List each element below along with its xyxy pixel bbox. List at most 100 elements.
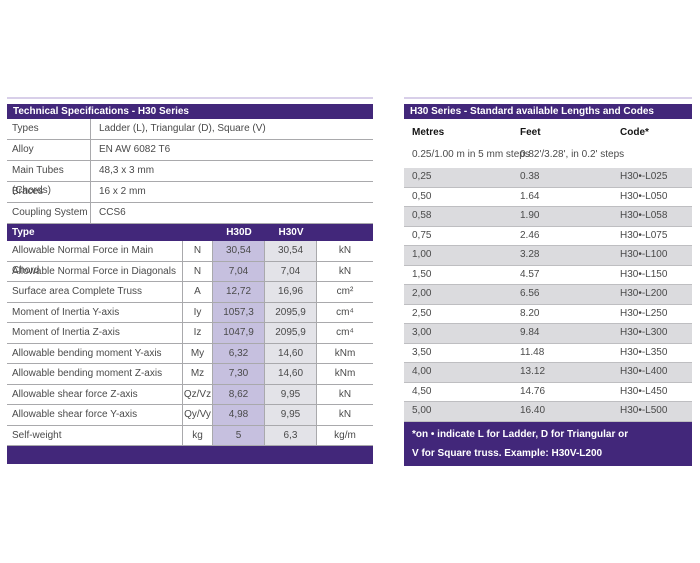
property-label: Allowable bending moment Y-axis — [7, 343, 183, 363]
spec-row-alloy: Alloy EN AW 6082 T6 — [7, 140, 373, 161]
table-row: 0,50 1.64 H30•-L050 — [404, 188, 692, 207]
spec-label: Braces — [7, 182, 91, 202]
h30v-value-cell: 14,60 — [265, 343, 317, 363]
unit-cell: kN — [338, 245, 352, 256]
table-row: 3,00 9.84 H30•-L300 — [404, 324, 692, 344]
property-label: Moment of Inertia Y-axis — [7, 302, 183, 322]
h30v-value-cell: 2095,9 — [265, 302, 317, 322]
unit-cell: kNm — [334, 347, 356, 359]
left-table-footer-bar — [7, 446, 373, 464]
unit-cell: kN — [338, 388, 352, 400]
h30v-value-cell: 9,95 — [265, 405, 317, 425]
feet-value: 4.57 — [520, 268, 540, 280]
h30d-value-cell: 30,54 — [213, 241, 265, 261]
h30v-value-cell: 6,3 — [265, 425, 317, 445]
spec-value: EN AW 6082 T6 — [99, 144, 171, 155]
feet-value: 0.38 — [520, 171, 540, 182]
h30d-value-cell: 1047,9 — [213, 323, 265, 343]
table-row: 1,00 3.28 H30•-L100 — [404, 246, 692, 266]
code-value: H30•-L250 — [620, 307, 668, 319]
table-row: 1,50 4.57 H30•-L150 — [404, 266, 692, 285]
metres-value: 1,00 — [412, 249, 432, 260]
unit-cell: kNm — [334, 368, 356, 379]
table-row: Allowable Normal Force in Main Chord N 3… — [7, 241, 373, 276]
code-column-header: Code* — [620, 127, 649, 138]
lengths-and-codes-table: H30 Series - Standard available Lengths … — [404, 97, 692, 466]
table-row: Allowable bending moment Z-axis Mz 7,30 … — [7, 364, 373, 385]
unit-cell: cm⁴ — [336, 327, 354, 338]
table-row: 3,50 11.48 H30•-L350 — [404, 344, 692, 363]
spec-label: Types — [7, 119, 91, 139]
table-row: Moment of Inertia Y-axis Iy 1057,3 2095,… — [7, 302, 373, 323]
feet-value: 3.28 — [520, 249, 540, 260]
type-column-header: Type — [12, 227, 35, 238]
spec-value: CCS6 — [99, 207, 126, 218]
table-row: Self-weight kg 5 6,3 kg/m — [7, 425, 373, 446]
spec-label: Coupling System — [7, 203, 91, 223]
h30v-value-cell: 9,95 — [265, 384, 317, 404]
symbol-cell: N — [183, 261, 213, 281]
symbol-cell: kg — [183, 425, 213, 445]
code-footnote: *on • indicate L for Ladder, D for Trian… — [404, 421, 692, 466]
code-value: H30•-L025 — [620, 171, 668, 182]
unit-cell: cm² — [336, 286, 354, 297]
h30d-value-cell: 8,62 — [213, 384, 265, 404]
metres-value: 2,50 — [412, 307, 432, 319]
footnote-line-2: V for Square truss. Example: H30V-L200 — [412, 447, 603, 459]
column-header-row: Metres Feet Code* — [404, 119, 692, 145]
table-row: Allowable bending moment Y-axis My 6,32 … — [7, 343, 373, 364]
table-top-rule — [404, 97, 692, 99]
code-value: H30•-L100 — [620, 249, 668, 260]
unit-cell: kg/m — [334, 429, 356, 441]
symbol-cell: A — [183, 282, 213, 302]
table-row: 4,50 14.76 H30•-L450 — [404, 383, 692, 402]
property-label: Allowable bending moment Z-axis — [7, 364, 183, 384]
metres-value: 3,50 — [412, 346, 432, 358]
code-value: H30•-L300 — [620, 327, 668, 338]
h30d-value-cell: 5 — [213, 425, 265, 445]
spec-row-coupling-system: Coupling System CCS6 — [7, 203, 373, 224]
feet-value: 1.64 — [520, 190, 540, 202]
matrix-header-row: Type H30D H30V — [7, 224, 373, 241]
h30d-value-cell: 7,04 — [213, 261, 265, 281]
h30d-value-cell: 4,98 — [213, 405, 265, 425]
code-value: H30•-L400 — [620, 366, 668, 377]
spec-row-types: Types Ladder (L), Triangular (D), Square… — [7, 119, 373, 140]
table-row: 5,00 16.40 H30•-L500 — [404, 402, 692, 422]
code-value: H30•-L450 — [620, 385, 668, 397]
table-row: 0,75 2.46 H30•-L075 — [404, 227, 692, 246]
code-value: H30•-L200 — [620, 288, 668, 299]
table-top-rule — [7, 97, 373, 99]
symbol-cell: My — [183, 343, 213, 363]
footnote-line-1: *on • indicate L for Ladder, D for Trian… — [412, 428, 629, 440]
property-label: Moment of Inertia Z-axis — [7, 323, 183, 343]
table-row: Allowable shear force Y-axis Qy/Vy 4,98 … — [7, 405, 373, 426]
unit-cell: kN — [338, 409, 352, 420]
code-value: H30•-L058 — [620, 210, 668, 221]
spec-value: Ladder (L), Triangular (D), Square (V) — [99, 123, 266, 134]
metres-column-header: Metres — [412, 127, 445, 138]
metres-value: 0,25 — [412, 171, 432, 182]
feet-column-header: Feet — [520, 127, 541, 138]
metres-value: 0,58 — [412, 210, 432, 221]
metres-value: 2,00 — [412, 288, 432, 299]
feet-value: 8.20 — [520, 307, 540, 319]
spec-label: Alloy — [7, 140, 91, 160]
spec-row-main-tubes: Main Tubes (Chords) 48,3 x 3 mm — [7, 161, 373, 196]
code-value: H30•-L150 — [620, 268, 668, 280]
table-row: 0,58 1.90 H30•-L058 — [404, 207, 692, 227]
code-note-spacer — [620, 145, 692, 168]
right-table-title: H30 Series - Standard available Lengths … — [404, 104, 692, 119]
property-label: Allowable shear force Y-axis — [7, 405, 183, 425]
table-row: Surface area Complete Truss A 12,72 16,9… — [7, 282, 373, 303]
h30v-value-cell: 30,54 — [265, 241, 317, 261]
metres-value: 0,50 — [412, 190, 432, 202]
feet-step-note: 0.82'/3.28', in 0.2' steps — [520, 149, 625, 160]
h30v-value-cell: 14,60 — [265, 364, 317, 384]
table-row: 4,00 13.12 H30•-L400 — [404, 363, 692, 383]
feet-value: 14.76 — [520, 385, 546, 397]
feet-value: 6.56 — [520, 288, 540, 299]
h30v-value-cell: 16,96 — [265, 282, 317, 302]
spec-label: Main Tubes (Chords) — [7, 161, 91, 196]
